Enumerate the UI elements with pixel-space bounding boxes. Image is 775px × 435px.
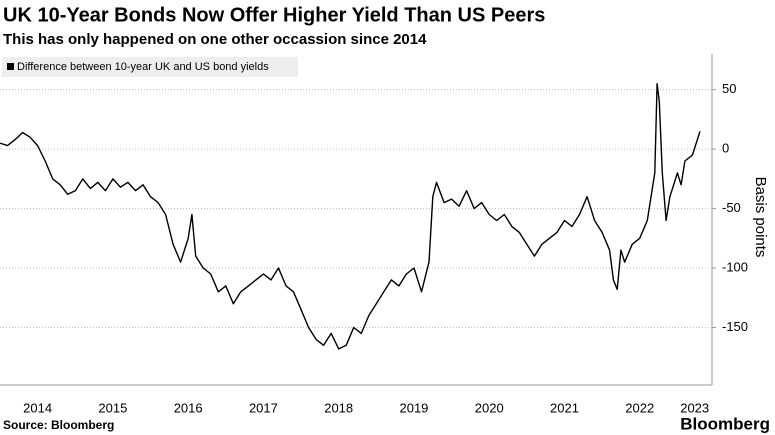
- chart-title: UK 10-Year Bonds Now Offer Higher Yield …: [3, 4, 545, 26]
- x-tick-label: 2018: [324, 400, 353, 415]
- y-tick-label: 0: [722, 141, 729, 156]
- x-tick-label: 2019: [399, 400, 428, 415]
- x-tick-label: 2016: [174, 400, 203, 415]
- y-tick-label: -50: [722, 200, 741, 215]
- x-tick-label: 2015: [98, 400, 127, 415]
- brand: Bloomberg: [680, 414, 770, 433]
- y-tick-label: -150: [722, 319, 748, 334]
- x-tick-label: 2014: [23, 400, 52, 415]
- x-tick-label: 2017: [249, 400, 278, 415]
- y-tick-label: -100: [722, 259, 748, 274]
- x-tick-label: 2020: [475, 400, 504, 415]
- x-tick-label: 2021: [550, 400, 579, 415]
- x-tick-label: 2022: [625, 400, 654, 415]
- data-line: [0, 83, 701, 350]
- y-tick-label: 50: [722, 81, 736, 96]
- y-axis-title: Basis points: [752, 177, 769, 258]
- source: Source: Bloomberg: [3, 418, 114, 432]
- legend-box: [2, 57, 298, 77]
- chart-subtitle: This has only happened on one other occa…: [3, 31, 427, 48]
- x-tick-label: 2023: [680, 400, 709, 415]
- legend-label: Difference between 10-year UK and US bon…: [17, 61, 269, 73]
- legend-swatch: [7, 63, 14, 70]
